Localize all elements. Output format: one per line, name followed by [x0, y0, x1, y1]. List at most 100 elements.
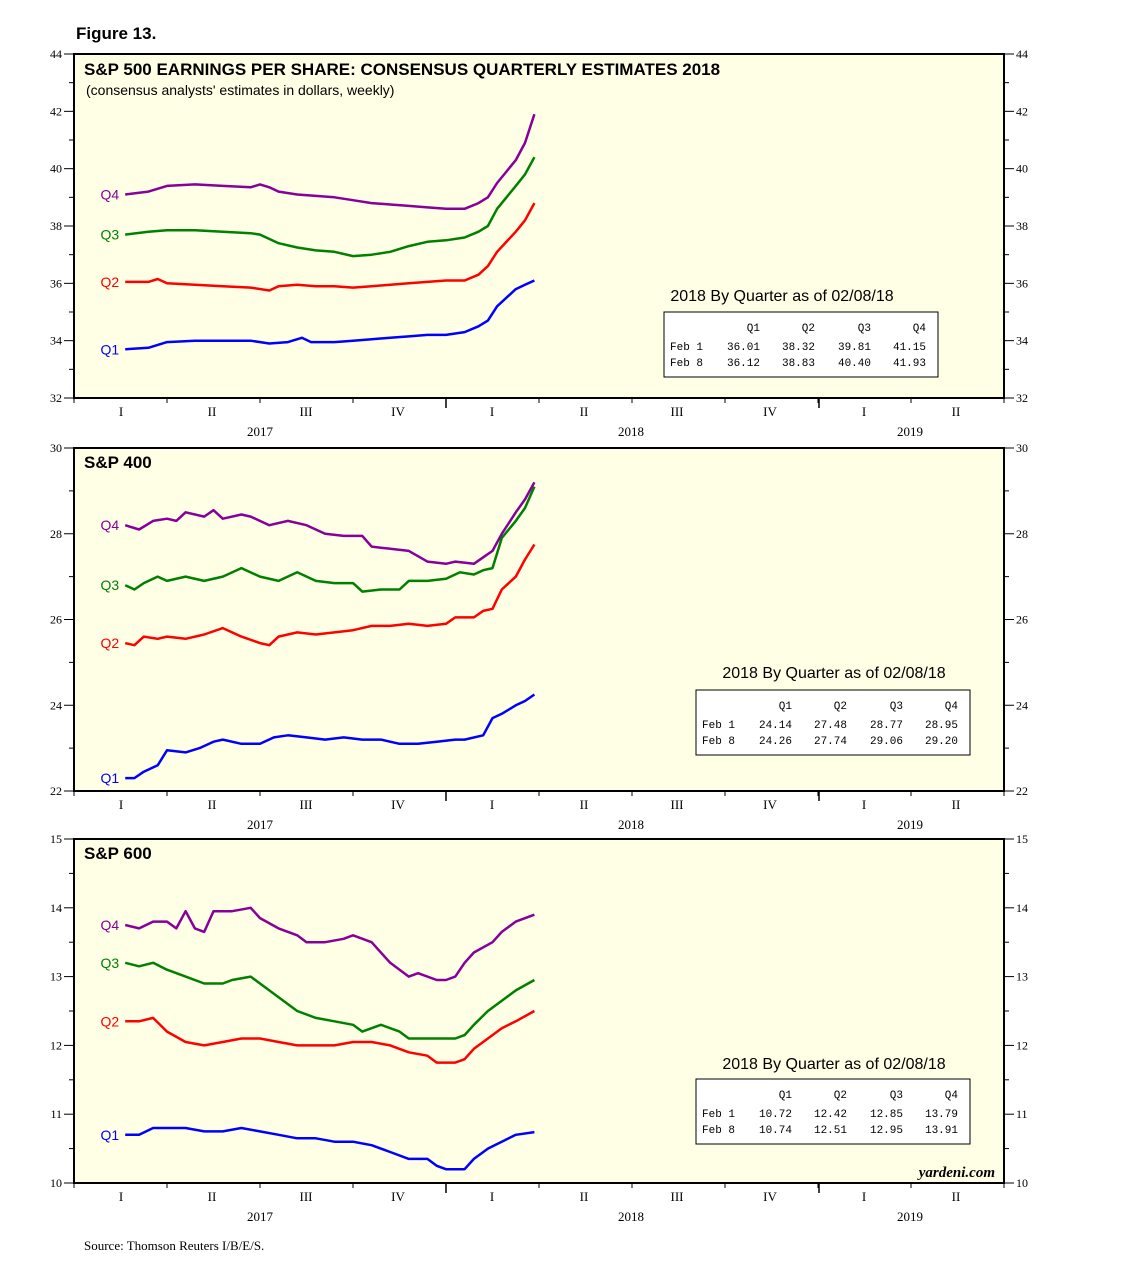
panel-2-ytick-label-right: 28 — [1016, 527, 1028, 541]
panel-2-table-cell: 29.06 — [870, 736, 903, 748]
panel-3-table-cell: 12.85 — [870, 1109, 903, 1121]
panel-2-table-header: Q4 — [945, 701, 959, 713]
panel-3-ytick-label-left: 15 — [50, 832, 62, 846]
panel-1-quarter-label: III — [300, 404, 313, 419]
panel-1-year-label: 2017 — [247, 424, 274, 439]
panel-1-table-cell: 41.93 — [893, 358, 926, 370]
panel-2-quarter-label: I — [862, 797, 866, 812]
panel-1-ytick-label-left: 42 — [50, 104, 62, 118]
panel-1-series-line-q4 — [125, 113, 536, 211]
panel-2-table-cell: 28.77 — [870, 720, 903, 732]
panel-1-ytick-label-left: 44 — [50, 47, 62, 61]
panel-3-table-row-label: Feb 1 — [702, 1109, 735, 1121]
panel-1-table-cell: 39.81 — [838, 342, 871, 354]
panel-2-year-label: 2019 — [897, 817, 923, 832]
panel-3-table-cell: 13.91 — [925, 1125, 958, 1137]
panel-3-table-header: Q1 — [779, 1090, 793, 1102]
panel-2-table-cell: 27.48 — [814, 720, 847, 732]
panel-2-table-box — [695, 689, 971, 756]
panel-3-quarter-label: III — [671, 1189, 684, 1204]
panel-1-quarter-label: I — [119, 404, 123, 419]
panel-3-year-label: 2018 — [618, 1209, 644, 1224]
source-note: Source: Thomson Reuters I/B/E/S. — [84, 1238, 265, 1253]
panel-2-quarter-label: I — [490, 797, 494, 812]
panel-2-ytick-label-left: 28 — [50, 527, 62, 541]
panel-1-quarter-label: II — [580, 404, 589, 419]
panel-3-ytick-label-left: 14 — [50, 901, 62, 915]
panel-2-table-cell: 29.20 — [925, 736, 958, 748]
panel-3-series-line-q3 — [124, 961, 536, 1040]
panel-3-quarter-label: IV — [763, 1189, 777, 1204]
watermark: yardeni.com — [917, 1165, 995, 1181]
panel-2-quarter-label: III — [300, 797, 313, 812]
panel-2-series-label-q1: Q1 — [100, 770, 119, 786]
panel-1-series-label-q4: Q4 — [100, 186, 119, 202]
panel-1-ytick-label-right: 36 — [1016, 276, 1028, 290]
panel-1-ytick-label-right: 40 — [1016, 162, 1028, 176]
panel-1-ytick-label-left: 40 — [50, 162, 62, 176]
panel-1-subtitle: (consensus analysts' estimates in dollar… — [86, 82, 394, 98]
panel-1-quarter-label: II — [952, 404, 961, 419]
panel-2-ytick-label-left: 30 — [50, 441, 62, 455]
panel-2-year-label: 2017 — [247, 817, 274, 832]
panel-3-quarter-label: II — [580, 1189, 589, 1204]
panel-2-quarter-label: IV — [391, 797, 405, 812]
panel-3-series-label-q1: Q1 — [100, 1127, 119, 1143]
panel-3-quarter-label: I — [862, 1189, 866, 1204]
panel-2-ytick-label-right: 26 — [1016, 613, 1028, 627]
panel-2-table-row-label: Feb 1 — [702, 720, 735, 732]
panel-2-quarter-label: I — [119, 797, 123, 812]
panel-3-quarter-label: II — [952, 1189, 961, 1204]
panel-1-series-line-q1 — [125, 279, 535, 351]
panel-2-title: S&P 400 — [84, 453, 152, 472]
panel-2-series-label-q3: Q3 — [100, 577, 119, 593]
panel-1-table-cell: 41.15 — [893, 342, 926, 354]
panel-2-table-cell: 24.14 — [759, 720, 792, 732]
panel-1-quarter-label: I — [490, 404, 494, 419]
panel-2-quarter-label: IV — [763, 797, 777, 812]
panel-2-series-label-q4: Q4 — [100, 517, 119, 533]
panel-2-ytick-label-left: 26 — [50, 613, 62, 627]
panel-1-ytick-label-right: 38 — [1016, 219, 1028, 233]
panel-2-series-line-q3 — [124, 486, 536, 593]
panel-1-table-header: Q2 — [802, 323, 815, 335]
panel-1-table-cell: 40.40 — [838, 358, 871, 370]
panel-3-table-box — [695, 1078, 971, 1145]
panel-3-table-cell: 13.79 — [925, 1109, 958, 1121]
panel-1-title: S&P 500 EARNINGS PER SHARE: CONSENSUS QU… — [84, 60, 720, 79]
panel-1-series-label-q3: Q3 — [100, 227, 119, 243]
panel-1-table-title: 2018 By Quarter as of 02/08/18 — [670, 288, 893, 305]
panel-2-quarter-label: II — [952, 797, 961, 812]
panel-1-quarter-label: II — [208, 404, 217, 419]
panel-3-table-cell: 10.72 — [759, 1109, 792, 1121]
panel-1-ytick-label-left: 36 — [50, 276, 62, 290]
panel-1-table-row-label: Feb 1 — [670, 342, 703, 354]
panel-3-series-label-q2: Q2 — [100, 1013, 119, 1029]
panel-3-ytick-label-left: 12 — [50, 1038, 62, 1052]
panel-3-ytick-label-right: 13 — [1016, 970, 1028, 984]
panel-2-ytick-label-left: 22 — [50, 784, 62, 798]
panel-3-year-label: 2019 — [897, 1209, 923, 1224]
panel-1-series-line-q2 — [125, 202, 536, 292]
panel-2-ytick-label-right: 30 — [1016, 441, 1028, 455]
panel-1-table-header: Q1 — [747, 323, 761, 335]
panel-2-table-title: 2018 By Quarter as of 02/08/18 — [722, 665, 945, 682]
panel-3-quarter-label: I — [119, 1189, 123, 1204]
panel-3-quarter-label: IV — [391, 1189, 405, 1204]
panel-2-ytick-label-right: 22 — [1016, 784, 1028, 798]
panel-3-table-cell: 12.51 — [814, 1125, 847, 1137]
panel-2-table-cell: 27.74 — [814, 736, 847, 748]
panel-3-quarter-label: III — [300, 1189, 313, 1204]
panel-1-ytick-label-left: 32 — [50, 391, 62, 405]
panel-1-table-cell: 36.12 — [727, 358, 760, 370]
panel-1-quarter-label: IV — [763, 404, 777, 419]
panel-3-table-header: Q4 — [945, 1090, 959, 1102]
panel-3-ytick-label-right: 12 — [1016, 1038, 1028, 1052]
panel-3-quarter-label: II — [208, 1189, 217, 1204]
panel-3-series-label-q4: Q4 — [100, 917, 119, 933]
panel-1-table-cell: 38.83 — [782, 358, 815, 370]
panel-1-table-header: Q3 — [858, 323, 871, 335]
panel-2-year-label: 2018 — [618, 817, 644, 832]
